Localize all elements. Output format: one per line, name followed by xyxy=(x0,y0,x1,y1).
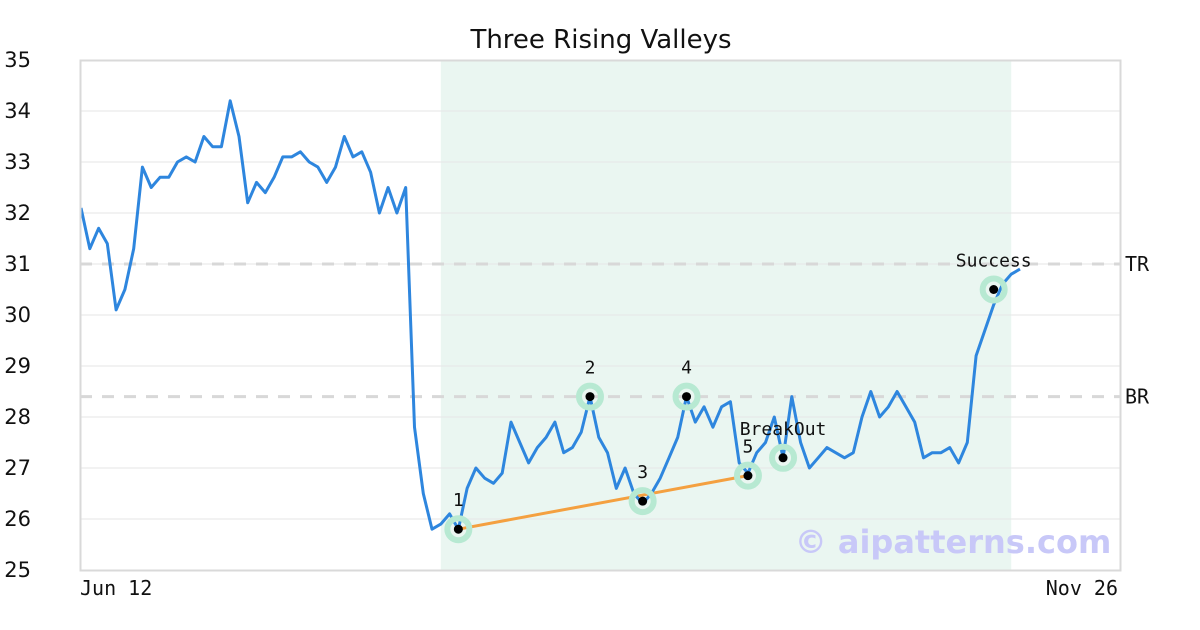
y-axis-ticks: 25 26 27 28 29 30 31 32 33 34 35 xyxy=(4,48,31,582)
point-marker-breakout xyxy=(778,453,788,463)
point-marker-2 xyxy=(585,392,595,402)
y-tick-label: 32 xyxy=(4,201,31,225)
reference-label-br: BR xyxy=(1125,385,1150,409)
reference-lines: TR BR xyxy=(80,252,1150,409)
plot-frame xyxy=(79,59,1122,572)
y-tick-label: 30 xyxy=(4,303,31,327)
point-marker-success xyxy=(989,285,999,294)
watermark: © aipatterns.com xyxy=(795,523,1112,561)
reference-label-tr: TR xyxy=(1125,252,1150,276)
point-ring-breakout xyxy=(769,443,798,472)
chart-title: Three Rising Valleys xyxy=(469,25,731,55)
point-ring-3 xyxy=(628,487,657,516)
y-tick-label: 31 xyxy=(4,252,31,276)
y-tick-label: 33 xyxy=(4,150,31,174)
y-tick-label: 27 xyxy=(4,456,31,480)
point-label-success: Success xyxy=(956,251,1032,272)
point-ring-success xyxy=(979,275,1008,304)
point-marker-1 xyxy=(453,524,463,534)
x-tick-end: Nov 26 xyxy=(1046,576,1118,600)
y-tick-label: 35 xyxy=(4,48,31,72)
y-tick-label: 29 xyxy=(4,354,31,378)
point-label-breakout: BreakOut xyxy=(740,419,827,440)
point-ring-1 xyxy=(444,515,473,544)
point-label-5: 5 xyxy=(743,437,754,458)
point-label-2: 2 xyxy=(585,358,596,379)
point-ring-2 xyxy=(575,382,604,411)
series-layer xyxy=(79,99,1021,531)
point-marker-5 xyxy=(743,471,753,481)
trendline-layer xyxy=(458,474,749,531)
point-label-1: 1 xyxy=(453,490,464,511)
y-tick-label: 28 xyxy=(4,405,31,429)
y-tick-label: 25 xyxy=(4,558,31,582)
point-label-3: 3 xyxy=(637,462,648,483)
grid-lines xyxy=(80,110,1120,520)
price-series-line xyxy=(79,99,1021,531)
point-marker-4 xyxy=(682,392,692,402)
point-ring-5 xyxy=(733,461,762,490)
point-marker-3 xyxy=(638,496,648,506)
y-tick-label: 26 xyxy=(4,507,31,531)
point-label-4: 4 xyxy=(681,358,692,379)
y-tick-label: 34 xyxy=(4,99,31,123)
point-ring-4 xyxy=(672,382,701,411)
valley-trendline xyxy=(458,474,749,531)
x-tick-start: Jun 12 xyxy=(80,576,152,600)
